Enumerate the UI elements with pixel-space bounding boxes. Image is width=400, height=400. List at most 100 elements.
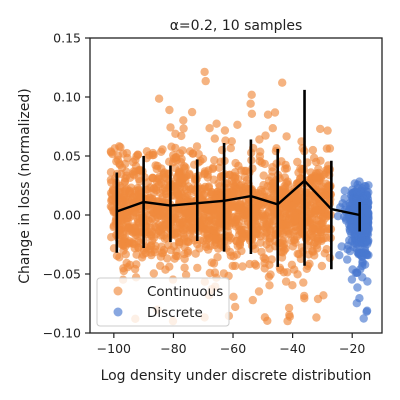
point-continuous [234,185,243,194]
point-continuous [119,241,128,250]
point-continuous [147,250,156,260]
point-continuous [156,211,165,220]
point-continuous [264,272,274,281]
point-continuous [165,157,174,166]
point-continuous [135,239,145,248]
point-continuous [187,107,197,117]
point-continuous [199,236,208,245]
point-continuous [128,193,137,202]
point-continuous [180,164,189,173]
point-continuous [293,157,302,167]
point-continuous [108,149,117,159]
point-continuous [281,277,291,286]
point-continuous [216,241,225,250]
point-continuous [179,235,189,244]
y-tick-label: 0.15 [53,31,81,46]
point-continuous [264,208,273,217]
point-continuous [300,291,309,301]
point-continuous [251,219,260,229]
point-discrete [360,182,369,191]
point-continuous [317,261,327,271]
point-discrete [359,314,368,323]
point-continuous [226,144,235,153]
point-continuous [221,136,230,145]
point-continuous [180,249,189,259]
point-continuous [276,265,285,275]
point-discrete [347,275,357,284]
point-continuous [122,198,131,207]
point-continuous [106,188,116,198]
point-discrete [362,307,371,316]
point-continuous [307,225,317,234]
point-continuous [299,278,308,287]
point-continuous [133,150,143,159]
point-continuous [226,251,236,260]
point-continuous [313,215,322,225]
point-continuous [312,313,321,322]
chart-title: α=0.2, 10 samples [170,18,303,34]
point-continuous [170,163,180,173]
point-continuous [284,230,293,239]
point-continuous [163,254,172,263]
point-continuous [165,105,174,115]
point-continuous [220,126,230,135]
point-continuous [155,175,164,184]
point-continuous [246,99,255,108]
point-continuous [282,132,291,141]
point-continuous [255,152,265,161]
point-continuous [254,287,264,296]
point-continuous [210,234,220,243]
x-axis-label: Log density under discrete distribution [101,368,372,384]
point-continuous [229,292,238,301]
point-continuous [167,142,176,151]
point-continuous [247,90,256,100]
point-continuous [112,157,121,166]
point-discrete [363,206,372,216]
point-continuous [231,261,240,271]
point-discrete [358,258,367,268]
point-continuous [207,258,216,267]
binned-mean-layer [115,89,361,270]
point-discrete [350,179,359,188]
point-continuous [268,124,277,133]
point-continuous [236,225,245,234]
point-continuous [179,182,188,192]
point-discrete [360,192,369,201]
point-continuous [142,147,152,156]
point-continuous [162,233,171,242]
point-discrete [340,186,349,195]
point-continuous [261,224,270,233]
point-discrete [363,277,372,286]
point-continuous [161,265,170,274]
point-continuous [263,110,273,119]
point-continuous [107,233,116,242]
point-continuous [305,200,315,210]
point-continuous [122,171,131,180]
point-continuous [133,183,142,193]
point-continuous [158,248,168,257]
x-tick-label: −80 [160,341,186,356]
point-continuous [288,281,297,290]
point-continuous [251,204,260,214]
point-discrete [353,283,362,292]
point-continuous [200,67,209,77]
point-continuous [316,124,325,134]
point-continuous [135,177,144,186]
point-continuous [287,236,296,245]
point-continuous [235,200,244,209]
point-continuous [210,134,219,143]
x-tick-label: −60 [220,341,246,356]
point-continuous [205,268,215,278]
point-continuous [187,204,197,214]
point-discrete [353,189,362,198]
point-continuous [257,247,266,257]
point-continuous [115,142,124,151]
point-continuous [166,123,175,132]
point-continuous [292,195,301,204]
y-tick-label: −0.10 [43,326,81,341]
point-continuous [251,188,260,198]
point-continuous [129,239,139,249]
point-continuous [251,227,260,236]
y-tick-label: 0.10 [53,90,81,105]
point-continuous [325,182,335,192]
